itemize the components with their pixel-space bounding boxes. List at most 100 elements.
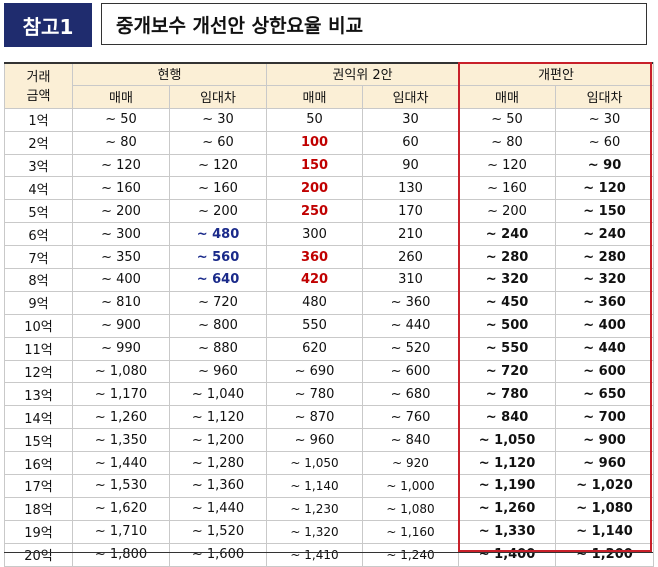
value-cell: ~ 280	[458, 245, 557, 270]
value-cell: ~ 300	[72, 222, 170, 247]
amount-cell: 12억	[4, 359, 73, 384]
value-cell: ~ 880	[168, 336, 268, 361]
value-cell: ~ 900	[72, 313, 170, 338]
value-cell: ~ 780	[458, 382, 557, 407]
amount-cell: 2억	[4, 130, 73, 155]
value-cell: ~ 1,520	[168, 519, 268, 544]
value-cell: ~ 450	[458, 290, 557, 315]
value-cell: ~ 600	[362, 359, 460, 384]
value-cell: ~ 500	[458, 313, 557, 338]
value-cell: ~ 800	[168, 313, 268, 338]
value-cell: ~ 1,400	[458, 542, 557, 567]
value-cell: 310	[362, 268, 460, 292]
value-cell: ~ 1,710	[72, 519, 170, 544]
value-cell: ~ 1,600	[168, 542, 268, 567]
value-cell: ~ 990	[72, 336, 170, 361]
value-cell: ~ 1,360	[168, 474, 268, 498]
table-row: 8억 ~ 400 ~ 640 420 310 ~ 320 ~ 320	[4, 268, 655, 292]
value-cell: ~ 360	[362, 290, 460, 315]
value-cell: ~ 960	[555, 451, 655, 476]
value-cell: ~ 1,280	[168, 451, 268, 476]
value-cell: ~ 50	[458, 107, 557, 132]
value-cell: ~ 1,080	[72, 359, 170, 384]
value-cell: ~ 760	[362, 405, 460, 430]
amount-header: 거래 금액	[4, 62, 73, 109]
amount-cell: 14억	[4, 405, 73, 430]
value-cell: ~ 720	[458, 359, 557, 384]
value-cell: 300	[266, 222, 364, 247]
table-bottom-rule	[4, 552, 653, 553]
value-cell: ~ 1,440	[168, 496, 268, 521]
table-row: 20억 ~ 1,800 ~ 1,600 ~ 1,410 ~ 1,240 ~ 1,400 ~ …	[4, 542, 655, 567]
value-cell: ~ 1,140	[266, 474, 364, 498]
value-cell: 130	[362, 176, 460, 201]
amount-cell: 1억	[4, 107, 73, 132]
value-cell: ~ 1,080	[362, 496, 460, 521]
value-cell: ~ 1,620	[72, 496, 170, 521]
value-cell: ~ 680	[362, 382, 460, 407]
value-cell: 420	[266, 268, 364, 292]
value-cell: 170	[362, 199, 460, 224]
value-cell: ~ 960	[168, 359, 268, 384]
group-reform-header: 개편안	[458, 62, 655, 86]
table-row: 7억 ~ 350 ~ 560 360 260 ~ 280 ~ 280	[4, 245, 655, 270]
reference-badge: 참고1	[4, 3, 92, 47]
value-cell: ~ 720	[168, 290, 268, 315]
value-cell: ~ 1,350	[72, 428, 170, 453]
value-cell: ~ 60	[168, 130, 268, 155]
table-row: 9억 ~ 810 ~ 720 480 ~ 360 ~ 450 ~ 360	[4, 290, 655, 315]
value-cell: ~ 700	[555, 405, 655, 430]
value-cell: ~ 1,050	[266, 451, 364, 476]
value-cell: ~ 280	[555, 245, 655, 270]
table-row: 3억 ~ 120 ~ 120 150 90 ~ 120 ~ 90	[4, 153, 655, 178]
amount-cell: 18억	[4, 496, 73, 521]
value-cell: 90	[362, 153, 460, 178]
amount-header-line1: 거래	[26, 70, 51, 86]
table-row: 1억 ~ 50 ~ 30 50 30 ~ 50 ~ 30	[4, 107, 655, 132]
value-cell: ~ 150	[555, 199, 655, 224]
table-row: 12억 ~ 1,080 ~ 960 ~ 690 ~ 600 ~ 720 ~ 600	[4, 359, 655, 384]
amount-cell: 5억	[4, 199, 73, 224]
group-current-header: 현행	[71, 62, 268, 86]
value-cell: 550	[266, 313, 364, 338]
table-row: 18억 ~ 1,620 ~ 1,440 ~ 1,230 ~ 1,080 ~ 1,260 ~ …	[4, 496, 655, 521]
table-row: 11억 ~ 990 ~ 880 620 ~ 520 ~ 550 ~ 440	[4, 336, 655, 361]
value-cell: ~ 1,140	[555, 519, 655, 544]
value-cell: ~ 560	[168, 245, 268, 270]
value-cell: 30	[362, 107, 460, 132]
value-cell: ~ 120	[458, 153, 557, 178]
value-cell: ~ 920	[362, 451, 460, 476]
value-cell: ~ 1,160	[362, 519, 460, 544]
amount-cell: 8억	[4, 268, 73, 292]
value-cell: 360	[266, 245, 364, 270]
value-cell: ~ 90	[555, 153, 655, 178]
value-cell: ~ 1,170	[72, 382, 170, 407]
amount-cell: 10억	[4, 313, 73, 338]
amount-header-line2: 금액	[26, 89, 51, 105]
table-row: 5억 ~ 200 ~ 200 250 170 ~ 200 ~ 150	[4, 199, 655, 224]
table-row: 10억 ~ 900 ~ 800 550 ~ 440 ~ 500 ~ 400	[4, 313, 655, 338]
value-cell: 50	[266, 107, 364, 132]
value-cell: ~ 120	[168, 153, 268, 178]
value-cell: ~ 1,330	[458, 519, 557, 544]
value-cell: ~ 400	[555, 313, 655, 338]
current-sale-header: 매매	[72, 84, 170, 109]
value-cell: ~ 1,190	[458, 474, 557, 498]
value-cell: ~ 1,120	[458, 451, 557, 476]
value-cell: ~ 200	[458, 199, 557, 224]
value-cell: ~ 1,200	[168, 428, 268, 453]
value-cell: ~ 840	[458, 405, 557, 430]
value-cell: ~ 1,260	[72, 405, 170, 430]
table-row: 17억 ~ 1,530 ~ 1,360 ~ 1,140 ~ 1,000 ~ 1,190 ~ …	[4, 474, 655, 498]
value-cell: 620	[266, 336, 364, 361]
value-cell: ~ 60	[555, 130, 655, 155]
value-cell: ~ 1,530	[72, 474, 170, 498]
value-cell: ~ 160	[458, 176, 557, 201]
value-cell: ~ 1,800	[72, 542, 170, 567]
reform-lease-header: 임대차	[555, 84, 655, 109]
amount-cell: 11억	[4, 336, 73, 361]
current-lease-header: 임대차	[168, 84, 268, 109]
value-cell: ~ 120	[72, 153, 170, 178]
amount-cell: 17억	[4, 474, 73, 498]
value-cell: ~ 200	[168, 199, 268, 224]
